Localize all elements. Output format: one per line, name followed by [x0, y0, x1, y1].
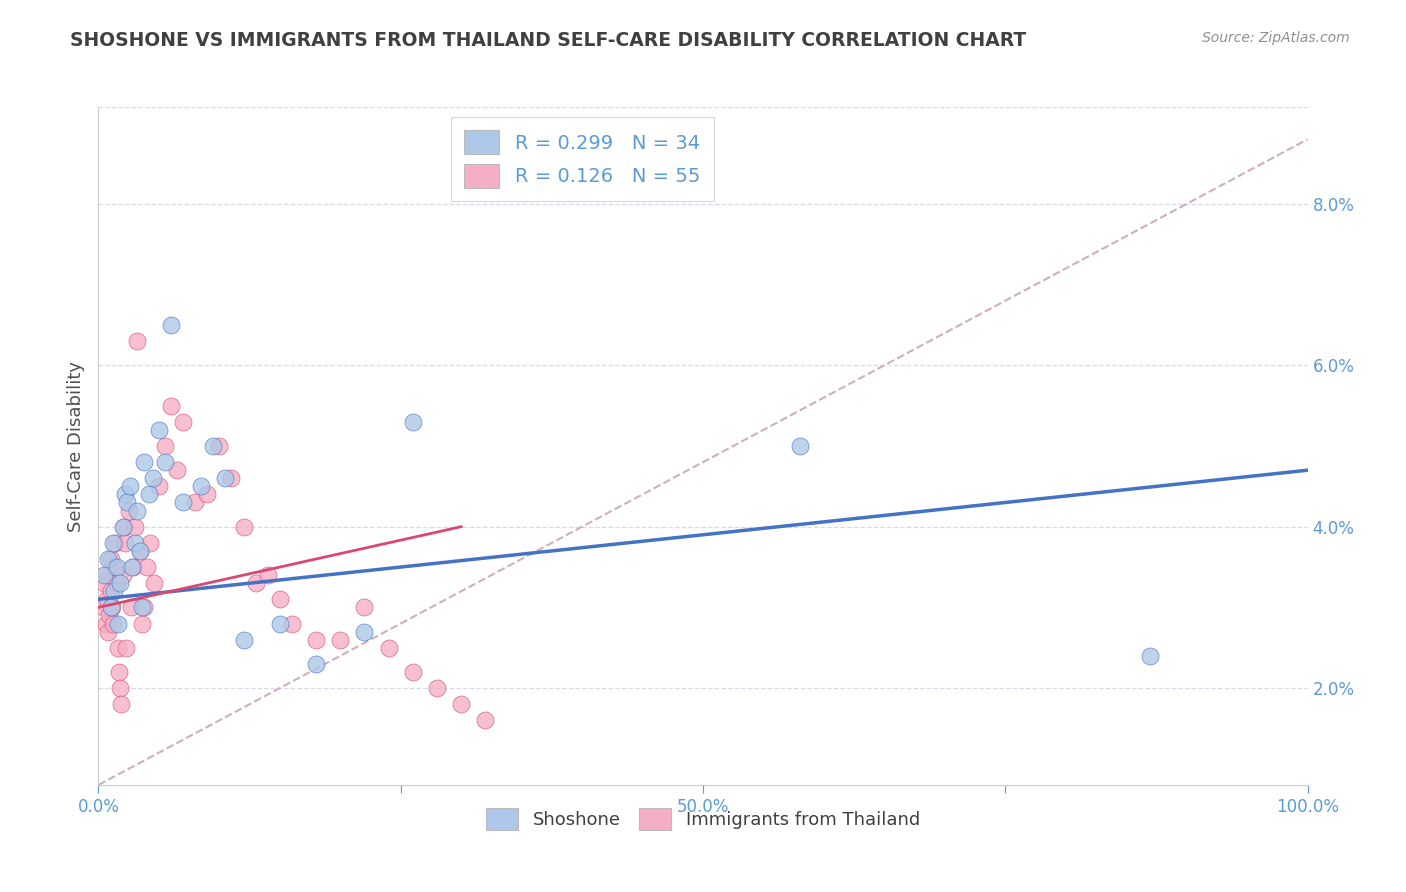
- Point: [98, 608, 121, 623]
- Point: [232, 632, 254, 647]
- Point: [100, 584, 122, 599]
- Point: [91, 600, 114, 615]
- Point: [221, 471, 243, 485]
- Point: [110, 698, 132, 712]
- Point: [134, 600, 156, 615]
- Point: [329, 632, 352, 647]
- Point: [118, 479, 141, 493]
- Point: [245, 576, 267, 591]
- Point: [134, 455, 156, 469]
- Point: [214, 471, 236, 485]
- Point: [103, 560, 125, 574]
- Point: [269, 592, 291, 607]
- Point: [108, 665, 131, 679]
- Point: [121, 560, 143, 574]
- Point: [232, 519, 254, 533]
- Point: [131, 616, 153, 631]
- Point: [105, 576, 128, 591]
- Point: [208, 439, 231, 453]
- Point: [305, 632, 328, 647]
- Point: [269, 616, 291, 631]
- Point: [426, 681, 449, 695]
- Point: [402, 665, 425, 679]
- Point: [101, 616, 124, 631]
- Point: [104, 536, 127, 550]
- Point: [100, 600, 122, 615]
- Point: [353, 624, 375, 639]
- Text: SHOSHONE VS IMMIGRANTS FROM THAILAND SELF-CARE DISABILITY CORRELATION CHART: SHOSHONE VS IMMIGRANTS FROM THAILAND SEL…: [70, 31, 1026, 50]
- Point: [172, 415, 194, 429]
- Point: [160, 318, 183, 332]
- Point: [111, 568, 134, 582]
- Point: [122, 560, 145, 574]
- Point: [131, 600, 153, 615]
- Point: [202, 439, 225, 453]
- Point: [142, 471, 165, 485]
- Point: [93, 576, 115, 591]
- Point: [114, 487, 136, 501]
- Point: [114, 536, 136, 550]
- Point: [135, 560, 157, 574]
- Point: [115, 640, 138, 655]
- Point: [97, 624, 120, 639]
- Legend: Shoshone, Immigrants from Thailand: Shoshone, Immigrants from Thailand: [478, 800, 928, 837]
- Point: [143, 576, 166, 591]
- Point: [128, 544, 150, 558]
- Point: [153, 455, 176, 469]
- Text: Source: ZipAtlas.com: Source: ZipAtlas.com: [1202, 31, 1350, 45]
- Point: [117, 495, 139, 509]
- Point: [97, 552, 120, 566]
- Point: [124, 519, 146, 533]
- Point: [103, 584, 125, 599]
- Point: [305, 657, 328, 671]
- Point: [353, 600, 375, 615]
- Point: [124, 536, 146, 550]
- Point: [93, 568, 115, 582]
- Point: [184, 495, 207, 509]
- Point: [474, 714, 496, 728]
- Point: [160, 399, 183, 413]
- Point: [118, 503, 141, 517]
- Point: [789, 439, 811, 453]
- Point: [111, 519, 134, 533]
- Point: [120, 600, 142, 615]
- Point: [377, 640, 399, 655]
- Point: [195, 487, 218, 501]
- Point: [96, 592, 118, 607]
- Point: [100, 600, 122, 615]
- Point: [166, 463, 188, 477]
- Point: [101, 536, 124, 550]
- Y-axis label: Self-Care Disability: Self-Care Disability: [66, 360, 84, 532]
- Point: [128, 544, 150, 558]
- Point: [148, 423, 170, 437]
- Point: [107, 616, 129, 631]
- Point: [138, 487, 160, 501]
- Point: [139, 536, 162, 550]
- Point: [1139, 648, 1161, 663]
- Point: [127, 503, 149, 517]
- Point: [108, 576, 131, 591]
- Point: [94, 616, 117, 631]
- Point: [148, 479, 170, 493]
- Point: [153, 439, 176, 453]
- Point: [402, 415, 425, 429]
- Point: [190, 479, 212, 493]
- Point: [172, 495, 194, 509]
- Point: [105, 560, 128, 574]
- Point: [107, 640, 129, 655]
- Point: [100, 552, 122, 566]
- Point: [127, 334, 149, 348]
- Point: [112, 519, 135, 533]
- Point: [97, 568, 120, 582]
- Point: [256, 568, 278, 582]
- Point: [450, 698, 472, 712]
- Point: [108, 681, 131, 695]
- Point: [281, 616, 304, 631]
